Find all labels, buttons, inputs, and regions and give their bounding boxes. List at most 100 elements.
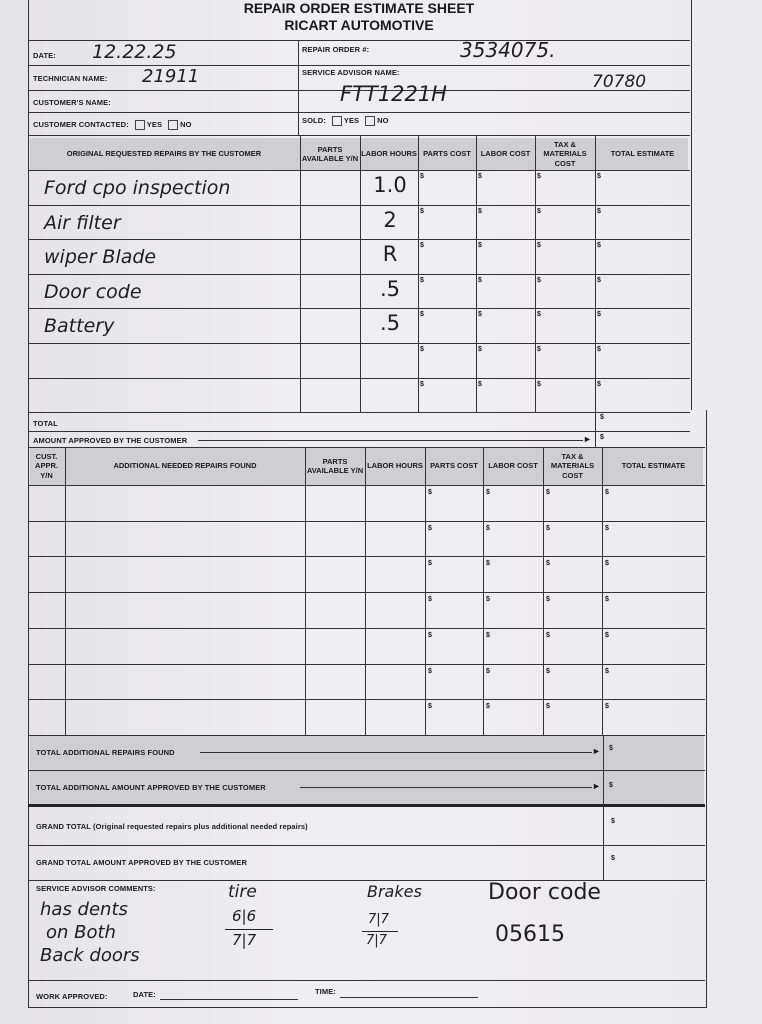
- currency-sign: $: [420, 207, 424, 215]
- currency-sign: $: [486, 560, 490, 568]
- work-date-field[interactable]: [160, 999, 298, 1000]
- comments-label: SERVICE ADVISOR COMMENTS:: [36, 884, 156, 893]
- brakes-label: Brakes: [367, 882, 422, 901]
- note-line: on Both: [46, 922, 116, 943]
- repair-description[interactable]: Battery: [44, 315, 115, 338]
- column-divider: [535, 135, 536, 412]
- door-code-label: Door code: [488, 880, 601, 905]
- currency-sign: $: [478, 276, 482, 284]
- repair-description[interactable]: wiper Blade: [44, 246, 157, 269]
- currency-sign: $: [478, 346, 482, 353]
- column-header: LABOR HOURS: [367, 461, 423, 471]
- date-field[interactable]: 12.22.25: [92, 41, 177, 63]
- currency-sign: $: [478, 207, 482, 215]
- sold: SOLD: YES NO: [302, 116, 389, 127]
- labor-hours[interactable]: R: [382, 242, 398, 267]
- grand-total-approved-label: GRAND TOTAL AMOUNT APPROVED BY THE CUSTO…: [36, 858, 247, 867]
- currency-sign: $: [420, 346, 424, 353]
- approved-dollar: $: [600, 434, 604, 441]
- column-divider: [305, 447, 306, 735]
- column-divider: [425, 447, 426, 735]
- currency-sign: $: [537, 276, 541, 284]
- currency-sign: $: [428, 560, 432, 568]
- repair-description[interactable]: Door code: [44, 280, 142, 303]
- contacted-yes-checkbox[interactable]: [134, 120, 145, 131]
- customer-contacted: CUSTOMER CONTACTED: YES NO: [33, 120, 192, 131]
- column-header: TAX & MATERIALS COST: [550, 451, 595, 480]
- header-background: [30, 138, 688, 170]
- door-code-value: 05615: [495, 922, 565, 947]
- currency-sign: $: [546, 667, 550, 675]
- yes-label: YES: [343, 116, 360, 125]
- column-header: LABOR COST: [480, 149, 531, 159]
- column-header: LABOR COST: [488, 461, 538, 471]
- work-date-label: DATE:: [133, 990, 156, 999]
- sold-no-checkbox[interactable]: [365, 116, 376, 127]
- amount-approved-label: AMOUNT APPROVED BY THE CUSTOMER: [33, 436, 188, 445]
- currency-sign: $: [546, 596, 550, 604]
- row-divider: [28, 343, 690, 344]
- currency-sign: $: [546, 631, 550, 639]
- currency-sign: $: [546, 703, 550, 711]
- currency-sign: $: [546, 489, 550, 496]
- column-header: PARTS COST: [430, 461, 478, 471]
- brakes-front: 7|7: [368, 912, 389, 927]
- column-header: PARTS COST: [423, 149, 471, 159]
- total-additional-label: TOTAL ADDITIONAL REPAIRS FOUND: [36, 748, 175, 757]
- divider: [28, 447, 705, 448]
- currency-sign: $: [537, 207, 541, 215]
- technician-field[interactable]: 21911: [142, 66, 200, 87]
- currency-sign: $: [605, 560, 609, 568]
- currency-sign: $: [605, 524, 609, 532]
- column-divider: [476, 135, 477, 412]
- form-border-bottom: [28, 410, 707, 1008]
- work-time-field[interactable]: [340, 997, 478, 998]
- arrow-line: [198, 440, 583, 441]
- column-divider: [65, 447, 66, 735]
- row-divider: [28, 699, 705, 701]
- labor-hours[interactable]: 1.0: [373, 173, 407, 197]
- column-header: ADDITIONAL NEEDED REPAIRS FOUND: [113, 461, 257, 471]
- currency-sign: $: [605, 703, 609, 711]
- grand-total-dollar: $: [611, 818, 615, 825]
- note-line: Back doors: [40, 945, 140, 966]
- currency-sign: $: [428, 524, 432, 532]
- currency-sign: $: [478, 380, 482, 388]
- currency-sign: $: [486, 489, 490, 496]
- currency-sign: $: [605, 631, 609, 639]
- currency-sign: $: [420, 276, 424, 284]
- contacted-no-checkbox[interactable]: [168, 120, 179, 131]
- no-label: NO: [180, 120, 192, 129]
- labor-hours[interactable]: 2: [383, 207, 397, 232]
- tires-rear: 7|7: [232, 931, 257, 949]
- grand-total-label: GRAND TOTAL (Original requested repairs …: [36, 822, 308, 831]
- labor-hours[interactable]: .5: [379, 276, 401, 301]
- technician-label: TECHNICIAN NAME:: [33, 74, 108, 83]
- total-additional-dollar: $: [609, 745, 613, 752]
- service-advisor-number: 70780: [592, 72, 647, 92]
- date-label: DATE:: [33, 51, 56, 60]
- currency-sign: $: [605, 489, 609, 496]
- currency-sign: $: [605, 667, 609, 675]
- column-divider: [418, 135, 419, 412]
- header-background: [30, 447, 703, 485]
- labor-hours[interactable]: .5: [379, 311, 401, 336]
- repair-description[interactable]: Ford cpo inspection: [44, 177, 231, 199]
- currency-sign: $: [428, 631, 432, 639]
- column-header: TOTAL ESTIMATE: [610, 149, 675, 159]
- repair-order-field[interactable]: 3534075.: [460, 38, 556, 62]
- repair-description[interactable]: Air filter: [44, 211, 121, 234]
- customer-contacted-label: CUSTOMER CONTACTED:: [33, 120, 129, 129]
- currency-sign: $: [597, 242, 601, 250]
- approved-additional-dollar: $: [609, 782, 613, 789]
- currency-sign: $: [537, 346, 541, 353]
- sold-yes-checkbox[interactable]: [331, 116, 342, 127]
- currency-sign: $: [420, 173, 424, 180]
- row-divider: [28, 273, 690, 275]
- sold-label: SOLD:: [302, 116, 326, 125]
- currency-sign: $: [486, 703, 490, 711]
- arrow-icon: ►: [592, 781, 601, 791]
- service-advisor-field[interactable]: FTT1221H: [340, 82, 447, 106]
- repair-order-label: REPAIR ORDER #:: [302, 45, 370, 54]
